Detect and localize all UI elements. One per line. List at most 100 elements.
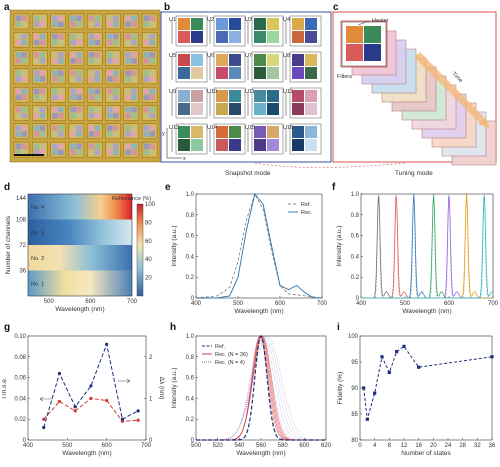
chip-filter bbox=[131, 107, 137, 113]
x-tick-label: 400 bbox=[191, 301, 202, 307]
x-axis-label: Wavelength (nm) bbox=[55, 306, 104, 313]
chip-filter bbox=[131, 70, 137, 76]
peak-ref-line bbox=[361, 193, 493, 299]
chip-filter bbox=[125, 21, 131, 27]
chip-filter bbox=[143, 39, 150, 46]
chip-filter bbox=[39, 149, 46, 156]
delta-point bbox=[105, 342, 109, 346]
scale-bar bbox=[14, 154, 44, 156]
chip-filter bbox=[107, 125, 113, 131]
legend-label: Rec. bbox=[301, 210, 313, 216]
chip-filter bbox=[58, 76, 64, 82]
peak-line bbox=[361, 195, 493, 299]
axis-y-label: y bbox=[162, 131, 165, 137]
chip-filter bbox=[149, 125, 156, 131]
y-tick-label-right: 2 bbox=[149, 355, 153, 361]
chip-filter bbox=[125, 125, 131, 131]
unit-label: U10 bbox=[207, 89, 217, 95]
unit-filter bbox=[191, 67, 203, 79]
chip-filter bbox=[58, 94, 64, 101]
y-tick-label: 0.8 bbox=[351, 213, 360, 219]
unit-filter bbox=[178, 18, 190, 30]
x-tick-label: 8 bbox=[388, 443, 392, 449]
chip-filter bbox=[39, 39, 46, 46]
peak-ref-line bbox=[361, 196, 493, 299]
x-tick-label: 28 bbox=[459, 443, 466, 449]
unit-frame bbox=[213, 51, 246, 83]
y-tick-label-right: 1 bbox=[149, 396, 153, 402]
x-tick-label: 700 bbox=[141, 443, 152, 449]
row-label: No. 4 bbox=[31, 205, 44, 211]
peak-ref-line bbox=[361, 196, 493, 299]
tuning-frame bbox=[332, 11, 497, 163]
chip-filter bbox=[52, 143, 58, 150]
chip-filter bbox=[15, 107, 21, 113]
unit-label: U2 bbox=[207, 17, 214, 23]
chip-filter bbox=[70, 131, 76, 137]
unit-label: U7 bbox=[245, 53, 252, 59]
unit-filter bbox=[254, 18, 266, 30]
unit-label: U13 bbox=[169, 125, 179, 131]
tuning-connector bbox=[254, 162, 406, 168]
unit-filter bbox=[267, 67, 279, 79]
unit-filter bbox=[216, 90, 228, 102]
row-label: No. 2 bbox=[31, 256, 44, 262]
x-tick-label: 36 bbox=[489, 443, 496, 449]
chip-filter bbox=[94, 88, 101, 95]
chip-filter bbox=[113, 58, 119, 64]
chip-filter bbox=[52, 39, 58, 46]
rmse-point bbox=[89, 396, 93, 400]
chip-filter bbox=[113, 52, 119, 58]
chip-filter bbox=[39, 15, 46, 21]
unit-filter bbox=[267, 90, 279, 102]
chip-filter bbox=[113, 15, 119, 21]
y-tick-label-right: 0 bbox=[149, 438, 153, 444]
panel-b-label: b bbox=[164, 2, 170, 13]
panel-a-label: a bbox=[4, 2, 10, 13]
filters-label: Filters bbox=[337, 74, 352, 80]
panel-e-chart: 400 500 600 700 0 0.2 0.4 0.6 0.8 1.0 Wavelength (… bbox=[171, 192, 328, 315]
chip-filter bbox=[94, 58, 101, 64]
chip-filter bbox=[33, 143, 40, 150]
panel-i-chart: 0 4 8 12 16 20 24 28 32 36 80 85 90 95 100 Number of st… bbox=[337, 334, 496, 457]
x-tick-label: 600 bbox=[299, 443, 310, 449]
chip-filter bbox=[113, 76, 119, 82]
delta-point bbox=[120, 417, 124, 421]
unit-frame bbox=[213, 15, 246, 47]
legend-label: Ref. bbox=[215, 344, 226, 350]
front-filter bbox=[364, 26, 381, 43]
rec-n4-line bbox=[196, 335, 327, 441]
chip-filter bbox=[88, 88, 95, 95]
chip-filter bbox=[88, 131, 95, 137]
chip-filter bbox=[21, 52, 27, 58]
unit-label: U16 bbox=[283, 125, 293, 131]
chip-filter bbox=[52, 149, 58, 156]
chip-filter bbox=[143, 125, 150, 131]
ref-line bbox=[196, 334, 326, 441]
chip-filter bbox=[88, 143, 95, 150]
tuning-caption: Tuning mode bbox=[395, 170, 433, 177]
chip-filter bbox=[15, 15, 21, 21]
peak-ref-line bbox=[361, 196, 493, 299]
y-tick-label: 95 bbox=[351, 360, 358, 366]
chip-filter bbox=[125, 76, 131, 82]
unit-filter bbox=[178, 67, 190, 79]
chip-filter bbox=[70, 39, 76, 46]
chip-filter bbox=[76, 149, 82, 156]
unit-filter bbox=[267, 103, 279, 115]
colorbar-tick: 100 bbox=[145, 202, 156, 208]
fidelity-point bbox=[373, 391, 377, 395]
row-label: No. 1 bbox=[31, 281, 44, 287]
y-tick-label: 108 bbox=[16, 218, 27, 224]
unit-frame bbox=[251, 15, 284, 47]
unit-filter bbox=[292, 90, 304, 102]
chip-filter bbox=[125, 107, 131, 113]
x-tick-label: 32 bbox=[474, 443, 481, 449]
chip-filter bbox=[21, 149, 27, 156]
chip-filter bbox=[58, 143, 64, 150]
chip-filter bbox=[113, 39, 119, 46]
chip-filter bbox=[39, 88, 46, 95]
unit-filter bbox=[178, 103, 190, 115]
chip-filter bbox=[52, 21, 58, 27]
